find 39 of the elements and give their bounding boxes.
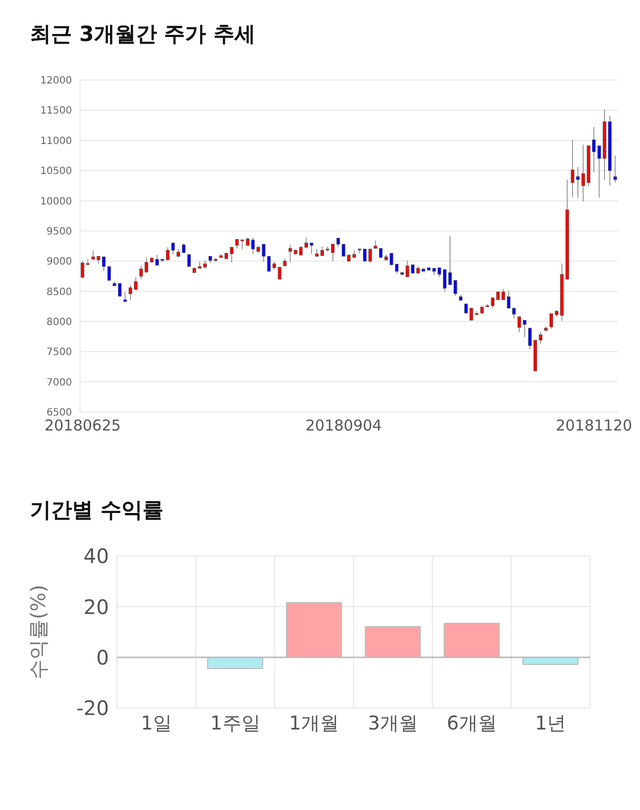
candlestick <box>550 313 554 330</box>
candlestick <box>187 254 191 267</box>
y-tick-label: 8500 <box>46 286 72 298</box>
y-tick-label: 12000 <box>40 76 72 87</box>
x-tick-label: 20180625 <box>44 416 121 435</box>
candlestick <box>522 320 526 338</box>
y-tick-label: 7500 <box>46 347 72 358</box>
y-tick-label: -20 <box>76 696 109 720</box>
candlestick <box>613 154 617 184</box>
y-tick-label: 10500 <box>40 166 72 178</box>
y-axis-title: 수익률(%) <box>26 584 50 680</box>
y-tick-label: 6500 <box>46 408 72 419</box>
x-tick-label: 20181120 <box>556 416 632 435</box>
y-tick-label: 9000 <box>46 256 72 268</box>
y-tick-label: 10000 <box>40 196 72 208</box>
y-tick-label: 9500 <box>46 226 72 238</box>
y-tick-label: 20 <box>84 594 109 619</box>
candlestick <box>278 266 282 280</box>
x-tick-label: 3개월 <box>368 712 418 734</box>
x-tick-label: 1주일 <box>210 712 260 734</box>
y-tick-label: 8000 <box>46 317 72 328</box>
candlestick <box>518 316 522 333</box>
chart-title: 기간별 수익률 <box>30 497 164 524</box>
y-tick-label: 11500 <box>40 106 72 117</box>
candlestick <box>538 331 542 344</box>
y-tick-label: 7000 <box>46 377 72 388</box>
x-tick-label: 1일 <box>140 712 172 734</box>
x-tick-label: 20180904 <box>305 416 382 435</box>
chart-title: 최근 3개월간 주가 추세 <box>30 21 257 48</box>
x-tick-label: 1년 <box>535 712 566 734</box>
candlestick <box>107 266 111 281</box>
candlestick <box>182 243 186 254</box>
y-tick-label: 0 <box>96 645 109 670</box>
x-tick-label: 6개월 <box>446 712 497 734</box>
candlestick <box>368 248 372 264</box>
x-tick-label: 1개월 <box>289 712 340 734</box>
y-tick-label: 11000 <box>40 136 72 147</box>
y-tick-label: 40 <box>84 544 109 568</box>
candlestick <box>230 246 234 263</box>
